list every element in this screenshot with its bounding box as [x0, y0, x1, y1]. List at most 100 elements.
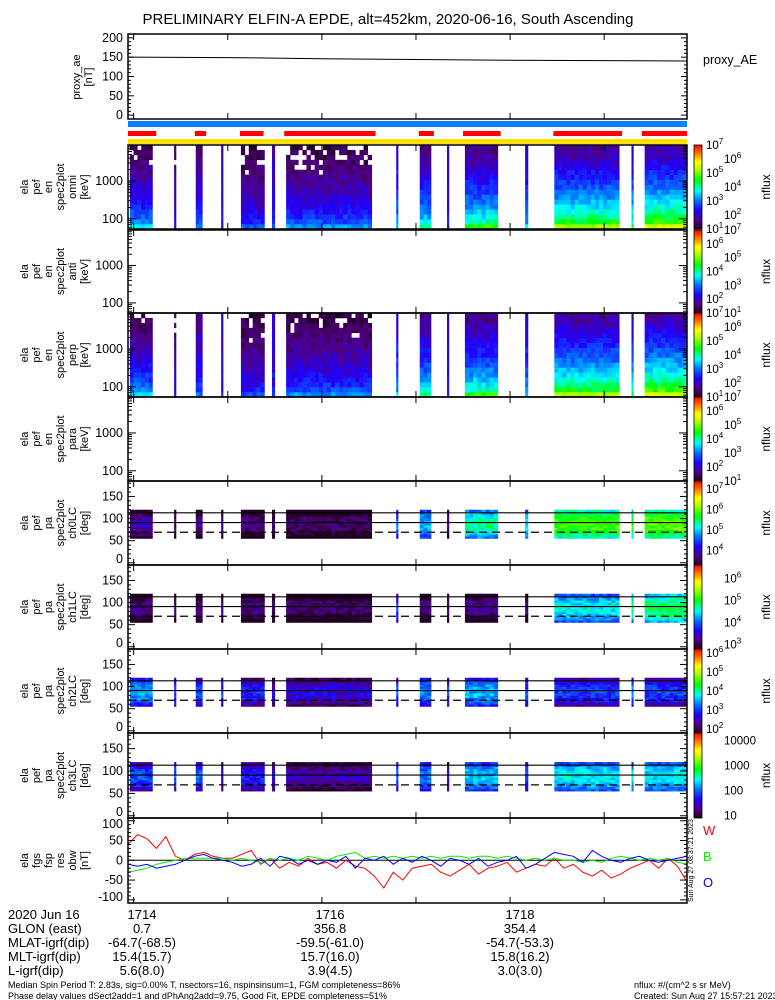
- pitch-angle-cell: [586, 615, 592, 619]
- spectrogram-cell: [148, 317, 153, 324]
- spectrogram-cell: [558, 332, 563, 339]
- pitch-angle-cell: [477, 514, 482, 517]
- pitch-angle-cell: [485, 536, 490, 539]
- spectrogram-cell: [562, 357, 567, 363]
- pitch-angle-cell: [260, 518, 265, 522]
- spectrogram-cell: [665, 179, 670, 185]
- pitch-angle-cell: [469, 527, 474, 530]
- colorbar-exponent: 6: [737, 319, 742, 328]
- spectrogram-cell: [423, 164, 428, 171]
- spectrogram-cell: [244, 342, 250, 348]
- pitch-angle-cell: [566, 531, 571, 535]
- pitch-angle-cell: [493, 602, 499, 606]
- spectrogram-cell: [582, 209, 588, 215]
- spectrogram-cell: [598, 322, 604, 329]
- pitch-angle-cell: [562, 593, 567, 597]
- pitch-angle-cell: [335, 609, 340, 612]
- spectrogram-cell: [351, 337, 356, 343]
- colorbar-exponent: 5: [737, 417, 742, 426]
- spectrogram-cell: [657, 179, 662, 185]
- spectrogram-cell: [594, 174, 600, 180]
- pitch-angle-cell: [129, 529, 134, 533]
- pitch-angle-cell: [423, 593, 428, 597]
- pitch-angle-cell: [330, 527, 336, 530]
- spectrogram-cell: [290, 159, 295, 166]
- pitch-angle-cell: [652, 527, 658, 530]
- spectrogram-cell: [141, 219, 146, 225]
- pitch-angle-cell: [306, 523, 311, 526]
- spectrogram-cell: [256, 327, 261, 334]
- pitch-angle-cell: [339, 514, 344, 517]
- spectrogram-cell: [652, 313, 658, 319]
- pitch-angle-cell: [464, 531, 470, 535]
- spectrogram-cell: [598, 194, 604, 200]
- pitch-angle-cell: [144, 598, 150, 601]
- spectrogram-cell: [290, 382, 295, 388]
- spectrogram-cell: [248, 214, 253, 220]
- pitch-angle-cell: [252, 525, 257, 528]
- pitch-angle-cell: [326, 620, 332, 623]
- pitch-angle-cell: [419, 525, 424, 528]
- spectrogram-cell: [343, 149, 348, 156]
- spectrogram-cell: [481, 367, 486, 373]
- spectrogram-cell: [652, 332, 658, 339]
- spectrogram-cell: [611, 362, 616, 368]
- pitch-angle-cell: [661, 514, 666, 517]
- spectrogram-cell: [314, 214, 320, 220]
- spectrogram-cell: [419, 194, 424, 200]
- spectrogram-cell: [290, 337, 295, 343]
- spectrogram-cell: [661, 337, 666, 343]
- pitch-angle-cell: [298, 525, 303, 528]
- pitch-angle-cell: [244, 518, 250, 522]
- axis-label-line: para: [67, 427, 79, 450]
- spectrogram-cell: [294, 387, 299, 393]
- spectrogram-cell: [318, 352, 324, 358]
- spectrogram-cell: [578, 392, 584, 398]
- spectrogram-cell: [314, 184, 320, 190]
- spectrogram-cell: [144, 342, 150, 348]
- spectrogram-cell: [554, 194, 559, 200]
- spectrogram-cell: [652, 367, 658, 373]
- spectrogram-cell: [603, 189, 608, 195]
- pitch-angle-cell: [314, 609, 320, 612]
- spectrogram-cell: [195, 347, 200, 353]
- spectrogram-cell: [298, 184, 303, 190]
- pitch-angle-cell: [298, 527, 303, 530]
- pitch-angle-cell: [314, 536, 320, 539]
- pitch-angle-cell: [661, 523, 666, 526]
- pitch-angle-cell: [129, 600, 134, 603]
- pitch-angle-cell: [310, 523, 315, 526]
- spectrogram-cell: [631, 179, 634, 185]
- spectrogram-cell: [271, 189, 276, 195]
- pitch-angle-cell: [481, 609, 486, 612]
- pitch-angle-cell: [578, 529, 584, 533]
- pitch-angle-cell: [562, 611, 567, 614]
- spectrogram-cell: [195, 179, 200, 185]
- pitch-angle-cell: [330, 620, 336, 623]
- pitch-angle-cell: [355, 527, 360, 530]
- pitch-angle-cell: [469, 618, 474, 621]
- colorbar-exponent: 1: [737, 473, 742, 482]
- spectrogram-cell: [141, 327, 146, 334]
- spectrogram-cell: [240, 145, 246, 151]
- pitch-angle-cell: [248, 531, 253, 535]
- spectrogram-cell: [574, 392, 579, 398]
- pitch-angle-cell: [603, 529, 608, 533]
- pitch-angle-cell: [310, 598, 315, 601]
- spectrogram-cell: [355, 362, 360, 368]
- pitch-angle-cell: [326, 615, 332, 619]
- spectrogram-cell: [396, 352, 399, 358]
- spectrogram-cell: [339, 327, 344, 334]
- spectrogram-cell: [256, 372, 261, 378]
- pitch-angle-cell: [339, 611, 344, 614]
- spectrogram-cell: [310, 342, 315, 348]
- energy-spectrogram-panel-1: [127, 229, 688, 314]
- spectrogram-cell: [343, 219, 348, 225]
- spectrogram-cell: [322, 313, 328, 319]
- spectrogram-cell: [562, 174, 567, 180]
- pitch-angle-cell: [290, 598, 295, 601]
- spectrogram-cell: [367, 219, 373, 225]
- spectrogram-cell: [566, 154, 571, 161]
- spectrogram-cell: [652, 357, 658, 363]
- spectrogram-cell: [335, 159, 340, 166]
